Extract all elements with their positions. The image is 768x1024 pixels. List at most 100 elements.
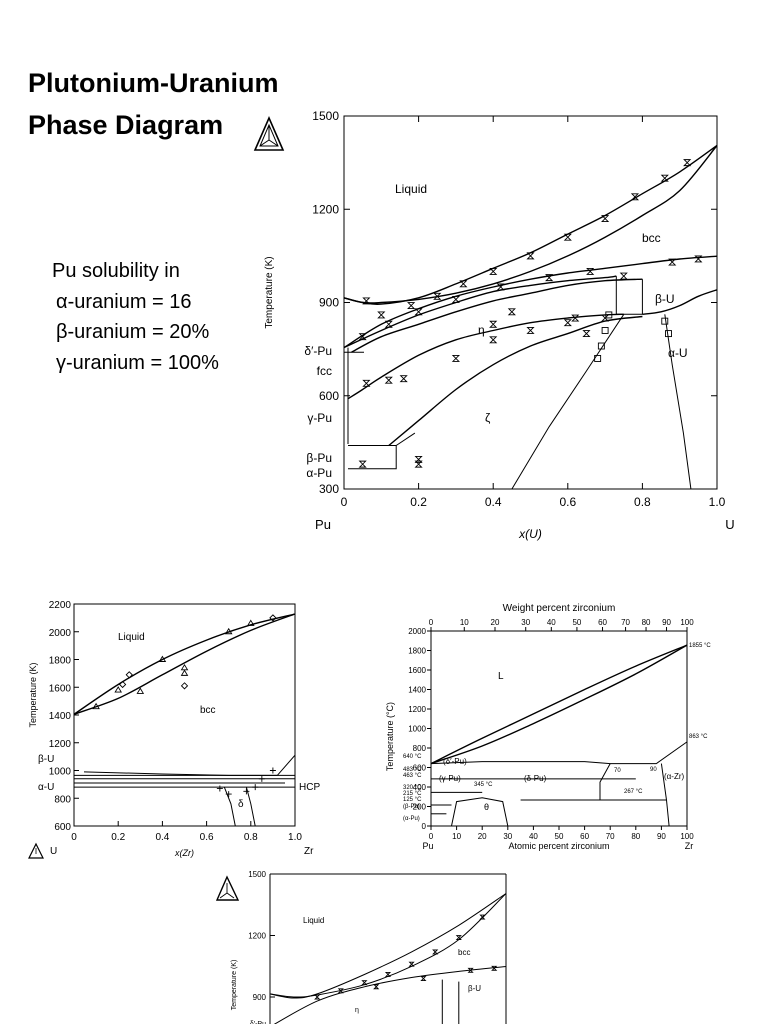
region-label: Liquid — [303, 916, 324, 925]
data-marker — [361, 980, 368, 986]
annotation: 125 °C — [403, 797, 422, 803]
x-tick-label: 100 — [680, 832, 694, 841]
data-marker — [414, 456, 423, 463]
data-marker-square — [601, 327, 609, 334]
top-tick-label: 30 — [521, 618, 530, 627]
top-axis-title: Weight percent zirconium — [503, 603, 616, 614]
triangle-logo-icon — [253, 116, 285, 151]
data-marker — [694, 255, 703, 263]
x-tick-label: 0.8 — [244, 832, 258, 843]
aux-boundary — [83, 754, 296, 776]
data-marker — [601, 215, 610, 223]
top-tick-label: 70 — [621, 618, 630, 627]
phase-boundary-1 — [430, 644, 688, 765]
aux-boundary — [511, 314, 625, 490]
top-tick-label: 80 — [642, 618, 651, 627]
y-tick-label: 1200 — [408, 705, 426, 714]
x-tick-label: 0.8 — [634, 495, 651, 509]
annotation: 1855 °C — [689, 643, 711, 649]
data-marker — [247, 619, 255, 626]
data-marker — [619, 272, 628, 280]
data-marker-plus — [243, 788, 250, 795]
top-tick-label: 100 — [680, 618, 694, 627]
y-tick-label: 2000 — [408, 627, 426, 636]
aux-boundary — [245, 786, 256, 827]
x-tick-label: 50 — [555, 832, 564, 841]
region-label: η — [355, 1007, 359, 1014]
region-label: Liquid — [118, 632, 145, 643]
x-tick-label: 0 — [341, 495, 348, 509]
x-tick-label: 60 — [580, 832, 589, 841]
x-tick-label: 1.0 — [288, 832, 302, 843]
x-tick-label: 80 — [631, 832, 640, 841]
x-axis-label: x(U) — [518, 527, 542, 541]
data-marker — [377, 311, 386, 319]
data-marker — [180, 663, 189, 671]
phase-boundary-4 — [351, 278, 643, 353]
y-tick-label: 1800 — [49, 656, 72, 667]
region-label: Liquid — [395, 182, 427, 196]
data-marker — [373, 984, 380, 990]
data-marker — [582, 330, 591, 338]
y-tick-label: 1400 — [49, 711, 72, 722]
data-marker — [337, 988, 344, 994]
phase-label: β-Pu — [306, 451, 332, 465]
annotation: 215 °C — [403, 791, 422, 797]
data-marker — [451, 295, 460, 303]
top-tick-label: 40 — [547, 618, 556, 627]
data-marker — [545, 274, 554, 282]
y-axis-label: Temperature (°C) — [385, 702, 395, 771]
annotation: 267 °C — [624, 789, 643, 795]
phase-label: β-U — [38, 754, 54, 765]
solubility-beta: β-uranium = 20% — [56, 321, 210, 343]
data-marker — [467, 967, 474, 973]
phase-boundary-6 — [388, 315, 643, 447]
annotation: 483 °C — [403, 767, 422, 773]
x-axis-label: Atomic percent zirconium — [508, 841, 609, 851]
data-marker — [407, 302, 416, 310]
y-tick-label: 1200 — [49, 739, 72, 750]
top-tick-label: 0 — [429, 618, 434, 627]
phase-label: α-U — [38, 782, 54, 793]
aux-boundary — [664, 314, 692, 490]
annotation: (δ′-Pu) — [443, 757, 467, 766]
data-marker-plus — [258, 775, 265, 782]
data-marker — [630, 193, 640, 201]
annotation: (γ-Pu) — [439, 774, 461, 783]
data-marker-diamond — [118, 680, 127, 689]
aux-boundary — [430, 741, 688, 765]
right-end-label: Zr — [304, 846, 314, 857]
top-tick-label: 90 — [662, 618, 671, 627]
data-marker-diamond — [180, 682, 189, 690]
data-marker — [496, 283, 505, 291]
phase-boundary-0 — [343, 144, 718, 305]
data-marker — [408, 961, 415, 967]
aux-boundary — [348, 445, 397, 470]
data-marker — [489, 320, 498, 328]
aux-boundary — [395, 432, 416, 446]
region-label: β-U — [655, 292, 675, 306]
y-axis-label: Temperature (K) — [231, 960, 238, 1011]
annotation: 863 °C — [689, 734, 708, 740]
data-marker — [399, 375, 408, 383]
phase-boundary-7 — [642, 289, 718, 315]
annotation: (α-Zr) — [664, 772, 685, 781]
data-marker-plus — [252, 784, 259, 791]
region-label: HCP — [299, 782, 320, 793]
phase-label: γ-Pu — [307, 411, 332, 425]
triangle-logo-icon-small — [28, 842, 44, 859]
annotation: (δ-Pu) — [524, 774, 547, 783]
data-marker — [489, 336, 498, 344]
left-end-label: U — [50, 846, 57, 857]
y-tick-label: 2000 — [49, 628, 72, 639]
x-tick-label: 0.6 — [200, 832, 214, 843]
chart-pu-zr: Weight percent zirconium 0 10 20 30 40 50 60 70 8… — [385, 603, 711, 851]
phase-label: α-Pu — [306, 466, 332, 480]
annotation: θ — [484, 802, 489, 812]
data-marker — [507, 308, 516, 316]
data-marker — [420, 976, 427, 981]
y-tick-label: 1500 — [312, 109, 339, 123]
data-marker — [136, 687, 145, 694]
phase-label: (α-Pu) — [403, 816, 420, 822]
y-tick-label: 800 — [54, 794, 71, 805]
